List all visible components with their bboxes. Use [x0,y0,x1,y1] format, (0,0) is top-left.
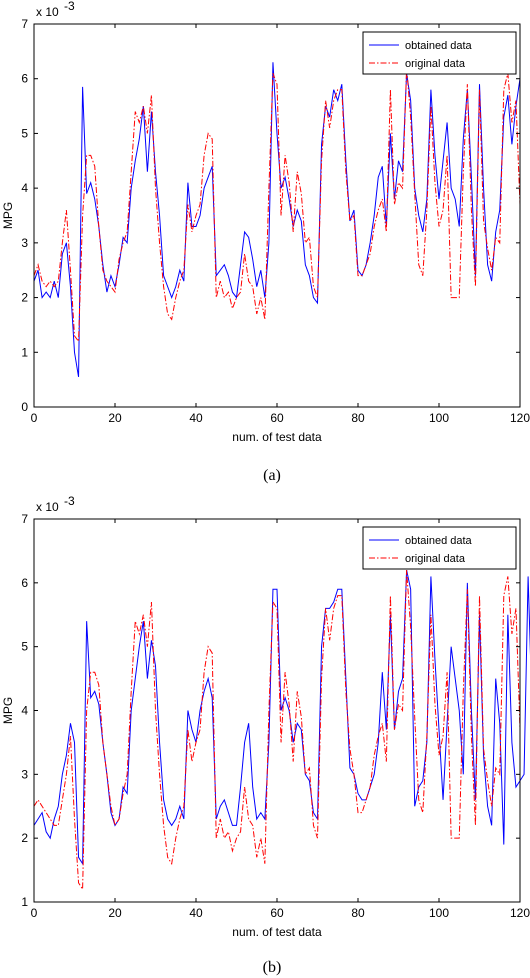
legend-label-original: original data [405,58,466,70]
x-tick-label: 20 [108,906,122,920]
y-tick-label: 0 [21,400,28,414]
x-tick-label: 120 [510,411,530,425]
axes-frame [33,23,521,408]
x-tick-label: 20 [108,411,122,425]
y-tick-label: 4 [21,704,28,718]
legend-box [362,31,517,75]
y-tick-label: 2 [21,831,28,845]
x-tick-label: 40 [189,411,203,425]
panel-caption: (a) [263,467,281,484]
y-tick-label: 7 [21,17,28,31]
panel-caption: (b) [263,959,282,976]
chart-panel: 0 20 40 60 80 100 120 1 2 3 4 5 6 7 x 10 -3 num. of test… [1,494,530,976]
x-tick-label: 80 [351,906,365,920]
y-axis-label: MPG [1,202,15,229]
y-tick-label: 4 [21,181,28,195]
legend-box [362,526,517,570]
chart-panel: 0 20 40 60 80 100 120 0 1 2 3 4 5 6 7 x 10 -3 num. of tes… [1,0,530,484]
x-tick-label: 40 [189,906,203,920]
legend: obtained data original data [362,526,517,570]
y-tick-label: 6 [21,72,28,86]
series-line-obtained [33,569,530,866]
series-line-original [33,67,521,343]
y-tick-label: 1 [21,345,28,359]
y-axis-label: MPG [1,697,15,724]
x-axis-label: num. of test data [232,925,322,939]
y-multiplier: x 10 [36,500,59,514]
y-tick-label: 7 [21,512,28,526]
x-tick-label: 80 [351,411,365,425]
y-tick-label: 2 [21,291,28,305]
legend-label-obtained: obtained data [405,40,473,52]
axes-frame [33,518,521,903]
legend-label-obtained: obtained data [405,535,473,547]
x-tick-label: 100 [429,411,449,425]
series-line-obtained [33,62,521,377]
x-tick-label: 0 [31,906,38,920]
y-tick-label: 3 [21,767,28,781]
series-line-original [33,570,521,891]
y-multiplier: x 10 [36,5,59,19]
x-tick-label: 120 [510,906,530,920]
y-tick-label: 6 [21,576,28,590]
legend: obtained data original data [362,31,517,75]
y-tick-label: 1 [21,895,28,909]
x-axis-label: num. of test data [232,430,322,444]
y-tick-label: 5 [21,640,28,654]
x-tick-label: 0 [31,411,38,425]
x-tick-label: 60 [270,906,284,920]
x-tick-label: 60 [270,411,284,425]
x-tick-label: 100 [429,906,449,920]
legend-label-original: original data [405,553,466,565]
y-exponent: -3 [64,0,75,13]
y-tick-label: 5 [21,126,28,140]
y-tick-label: 3 [21,236,28,250]
y-exponent: -3 [64,494,75,508]
